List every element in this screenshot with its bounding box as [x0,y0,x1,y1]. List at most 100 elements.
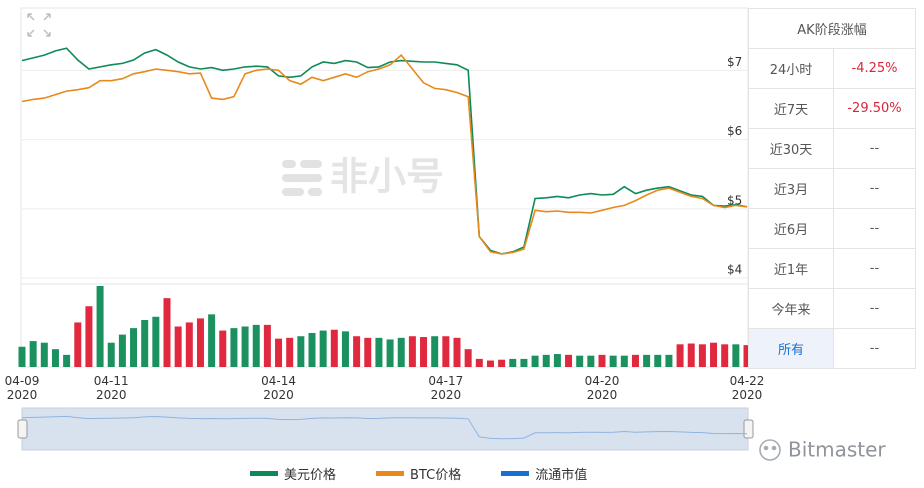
volume-bar [163,298,171,367]
legend-label: BTC价格 [410,468,462,483]
volume-bar [275,338,283,367]
x-tick-label: 04-22 2020 [729,374,765,402]
fullscreen-icon[interactable] [27,13,51,37]
legend-label: 流通市值 [535,468,588,483]
volume-bar [118,334,126,367]
volume-bar [643,354,651,367]
volume-bar [51,349,59,367]
navigator-handle[interactable] [743,419,754,439]
volume-bar [130,328,138,367]
legend-item: 流通市值 [501,464,587,483]
price-line [21,47,748,255]
table-row: 近3月 -- [748,168,916,209]
x-tick-label: 04-11 2020 [93,374,129,402]
volume-bar [263,324,271,367]
volume-bar [698,344,706,367]
volume-bar [531,355,539,367]
volume-bar [687,343,695,367]
volume-bar [475,358,483,367]
legend-item: 美元价格 [250,464,336,483]
volume-bar [386,339,394,367]
table-row: 今年来 -- [748,288,916,329]
volume-bar [464,349,472,367]
volume-bar [397,337,405,367]
legend-swatch [250,471,278,476]
y-tick-label: $7 [727,55,742,69]
x-tick-label: 04-14 2020 [261,374,296,402]
y-tick-label: $5 [727,193,742,207]
table-row: 近7天 -29.50% [748,88,916,129]
watermark: 非小号 [330,155,444,199]
volume-bar [743,345,751,367]
volume-bar [442,336,450,367]
volume-bar [654,354,662,367]
volume-bar [631,354,639,367]
period[interactable]: 近6月 [748,208,834,249]
volume-bar [609,355,617,367]
volume-bar [542,354,550,367]
change: -- [833,288,916,329]
period[interactable]: 近30天 [748,128,834,169]
volume-bar [676,344,684,367]
volume-bar [185,322,193,367]
volume-bar [107,342,115,367]
volume-bar [341,331,349,367]
table-row: 近6月 -- [748,208,916,249]
brand-icon [759,439,781,461]
change: -4.25% [833,48,916,89]
period[interactable]: 24小时 [748,48,834,89]
volume-bar [18,346,26,367]
volume-bar [40,342,48,367]
period[interactable]: 近3月 [748,168,834,209]
x-tick-label: 04-09 2020 [4,374,40,402]
table-row: 近30天 -- [748,128,916,169]
volume-bar [319,330,327,367]
navigator-handle[interactable] [17,419,28,439]
volume-bar [364,337,372,367]
legend-item: BTC价格 [376,464,461,483]
volume-bar [96,286,104,367]
y-tick-label: $4 [727,263,742,277]
volume-bar [141,320,149,367]
volume-bar [297,336,305,367]
volume-bar [565,354,573,367]
y-tick-label: $6 [727,124,742,138]
period[interactable]: 所有 [748,328,834,369]
price-line [21,53,748,255]
change: -- [833,168,916,209]
navigator-line [21,415,748,440]
period[interactable]: 今年来 [748,288,834,329]
x-tick-label: 04-20 2020 [584,374,620,402]
change: -- [833,328,916,369]
change: -- [833,128,916,169]
volume-bar [208,314,216,367]
volume-bar [710,342,718,367]
volume-bar [520,358,528,367]
volume-bar [252,324,260,367]
navigator[interactable] [21,407,749,451]
volume-bar [85,306,93,367]
volume-bar [219,330,227,367]
change: -- [833,208,916,249]
volume-bar [29,341,37,367]
x-tick-label: 04-17 2020 [428,374,464,402]
table-row: 所有 -- [748,328,916,369]
period[interactable]: 近1年 [748,248,834,289]
watermark-logo [282,160,322,196]
volume-bar [576,355,584,367]
table-row: 24小时 -4.25% [748,48,916,89]
volume-bar [620,355,628,367]
volume-bar [420,337,428,367]
legend-label: 美元价格 [284,468,337,483]
legend-swatch [376,471,405,476]
volume-bar [286,337,294,367]
volume-bar [721,344,729,367]
change: -- [833,248,916,289]
volume-bar [152,316,160,367]
table-row: 近1年 -- [748,248,916,289]
period[interactable]: 近7天 [748,88,834,129]
volume-bar [665,354,673,367]
volume-bar [230,328,238,367]
volume-bar [453,337,461,367]
